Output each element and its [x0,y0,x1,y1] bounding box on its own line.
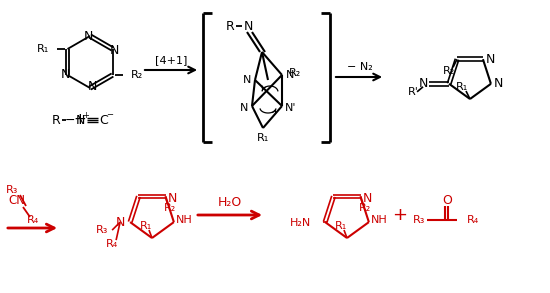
Text: R₁: R₁ [37,44,50,54]
Text: R: R [52,113,60,127]
Text: R₁: R₁ [456,82,468,92]
Text: R₂: R₂ [359,203,371,213]
Text: R₁: R₁ [257,133,269,143]
Text: N: N [83,30,93,43]
Text: R₂: R₂ [289,68,301,78]
Text: H₂N: H₂N [290,218,311,228]
Text: R₂: R₂ [163,203,175,213]
Text: − N₂: − N₂ [347,62,373,72]
Text: N: N [419,77,428,90]
Text: −: − [107,110,113,120]
Text: NH: NH [175,215,192,225]
Text: R₃: R₃ [96,225,108,235]
Text: [4+1]: [4+1] [155,55,187,65]
Text: N: N [363,192,372,205]
Text: N': N' [285,103,297,113]
Text: N: N [243,20,252,33]
Text: R₄: R₄ [106,239,118,249]
Text: N: N [61,67,70,81]
Text: O: O [442,193,452,207]
Text: N: N [494,77,504,90]
Text: N: N [87,81,97,93]
Text: N: N [243,75,251,85]
Text: H₂O: H₂O [218,197,242,209]
Text: N: N [240,103,248,113]
Text: +: + [82,110,90,120]
Text: R₃: R₃ [412,215,425,225]
Text: C: C [100,113,108,127]
Text: N: N [110,43,119,57]
Text: R₄: R₄ [467,215,479,225]
Text: R₄: R₄ [27,215,39,225]
Text: R₁: R₁ [140,221,152,231]
Text: R: R [226,20,234,33]
Text: N: N [116,216,125,229]
Text: +: + [74,112,86,127]
Text: N: N [75,113,85,127]
Text: R₂: R₂ [443,66,455,76]
Text: NH: NH [371,215,387,225]
Text: R': R' [408,87,419,97]
Text: N: N [286,70,294,80]
Text: +: + [393,206,408,224]
Text: R₂: R₂ [130,70,143,80]
Text: CN: CN [8,193,25,207]
Text: N: N [486,53,496,66]
Text: R₁: R₁ [335,221,347,231]
Text: N: N [168,192,177,205]
Text: −: − [65,113,75,127]
Text: R₃: R₃ [6,185,18,195]
